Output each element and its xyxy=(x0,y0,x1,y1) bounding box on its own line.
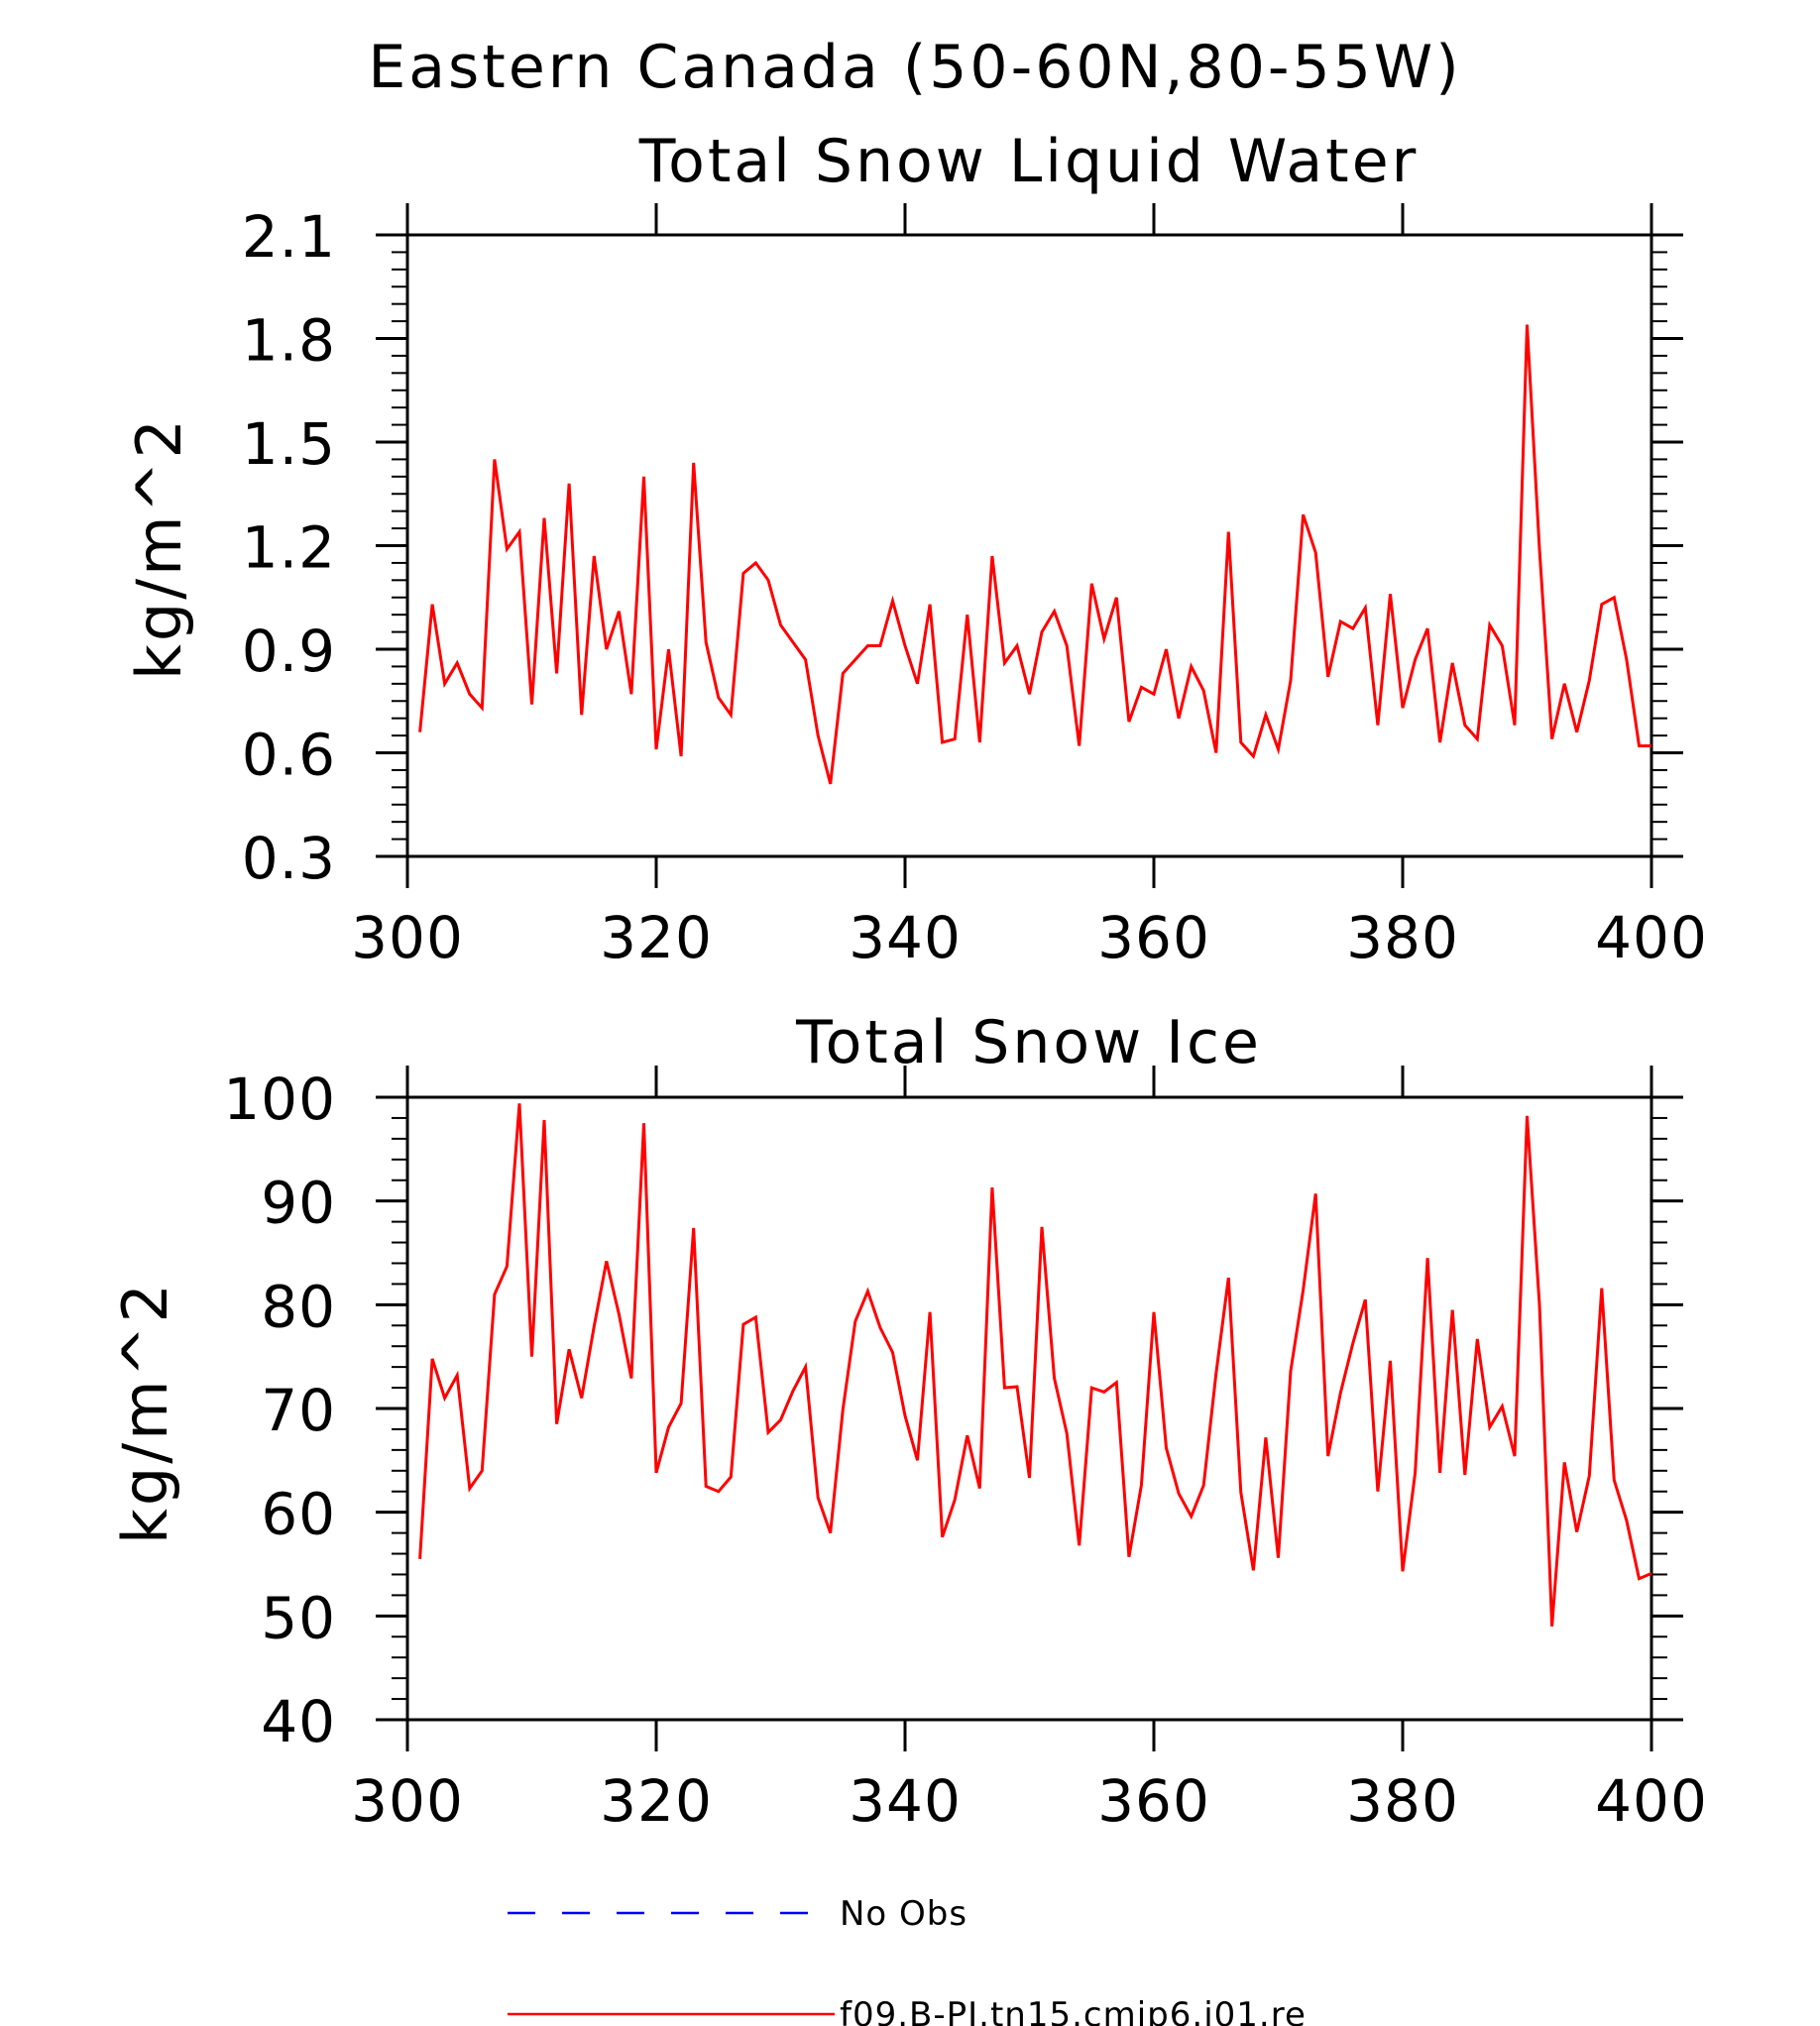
panel-2-x-tick-label: 400 xyxy=(1595,1767,1708,1835)
panel-1-x-tick-label: 340 xyxy=(849,904,962,971)
panel-2-x-tick-label: 360 xyxy=(1097,1767,1210,1835)
panel-2-series-line xyxy=(418,1103,1652,1627)
panel-2-y-tick-label: 60 xyxy=(261,1481,336,1548)
panel-1-y-tick-label: 1.2 xyxy=(242,514,336,582)
panel-1-y-tick-label: 0.3 xyxy=(242,825,336,892)
panel-2-y-tick-label: 50 xyxy=(261,1584,336,1651)
panel-1-title: Total Snow Liquid Water xyxy=(638,127,1420,196)
panel-snow-ice: Total Snow Ice kg/m^2 300 320 340 360 380 400… xyxy=(109,1008,1708,1835)
panel-2-frame xyxy=(405,1095,1653,1722)
panel-2-y-axis-label: kg/m^2 xyxy=(109,1281,181,1544)
main-title: Eastern Canada (50-60N,80-55W) xyxy=(368,33,1461,102)
panel-1-x-tick-label: 380 xyxy=(1346,904,1459,971)
panel-2-y-tick-label: 100 xyxy=(223,1066,336,1133)
panel-2-plot: 300 320 340 360 380 400 40 50 60 70 80 90 100 xyxy=(223,1066,1708,1835)
panel-2-x-tick-label: 300 xyxy=(351,1767,464,1835)
legend-no-obs-label: No Obs xyxy=(840,1894,967,1934)
panel-1-y-tick-label: 2.1 xyxy=(242,203,336,271)
panel-1-x-tick-label: 320 xyxy=(600,904,713,971)
panel-1-y-tick-label: 1.5 xyxy=(242,410,336,478)
panel-1-plot: 300 320 340 360 380 400 0.3 0.6 0.9 1.2 1.5 1.8 2.1 xyxy=(242,203,1708,971)
panel-1-y-tick-label: 1.8 xyxy=(242,307,336,375)
panel-1-y-axis-label: kg/m^2 xyxy=(123,416,195,680)
legend: No Obs f09.B-PI.tn15.cmip6.j01.re xyxy=(508,1894,1307,2026)
panel-2-title: Total Snow Ice xyxy=(795,1008,1262,1077)
panel-1-x-tick-label: 360 xyxy=(1097,904,1210,971)
panel-1-y-tick-label: 0.6 xyxy=(242,722,336,789)
panel-2-y-tick-label: 70 xyxy=(261,1377,336,1444)
panel-2-y-tick-label: 90 xyxy=(261,1170,336,1237)
panel-snow-liquid-water: Total Snow Liquid Water kg/m^2 300 320 340… xyxy=(123,127,1708,971)
panel-1-x-tick-label: 400 xyxy=(1595,904,1708,971)
panel-2-x-tick-label: 320 xyxy=(600,1767,713,1835)
panel-1-x-tick-label: 300 xyxy=(351,904,464,971)
legend-model-label: f09.B-PI.tn15.cmip6.j01.re xyxy=(840,1995,1307,2026)
panel-2-y-tick-label: 80 xyxy=(261,1273,336,1340)
panel-2-y-tick-label: 40 xyxy=(261,1688,336,1755)
panel-1-y-tick-label: 0.9 xyxy=(242,618,336,685)
panel-1-frame xyxy=(405,233,1653,858)
panel-1-series-line xyxy=(418,324,1651,785)
panel-2-x-tick-label: 340 xyxy=(849,1767,962,1835)
panel-2-x-tick-label: 380 xyxy=(1346,1767,1459,1835)
